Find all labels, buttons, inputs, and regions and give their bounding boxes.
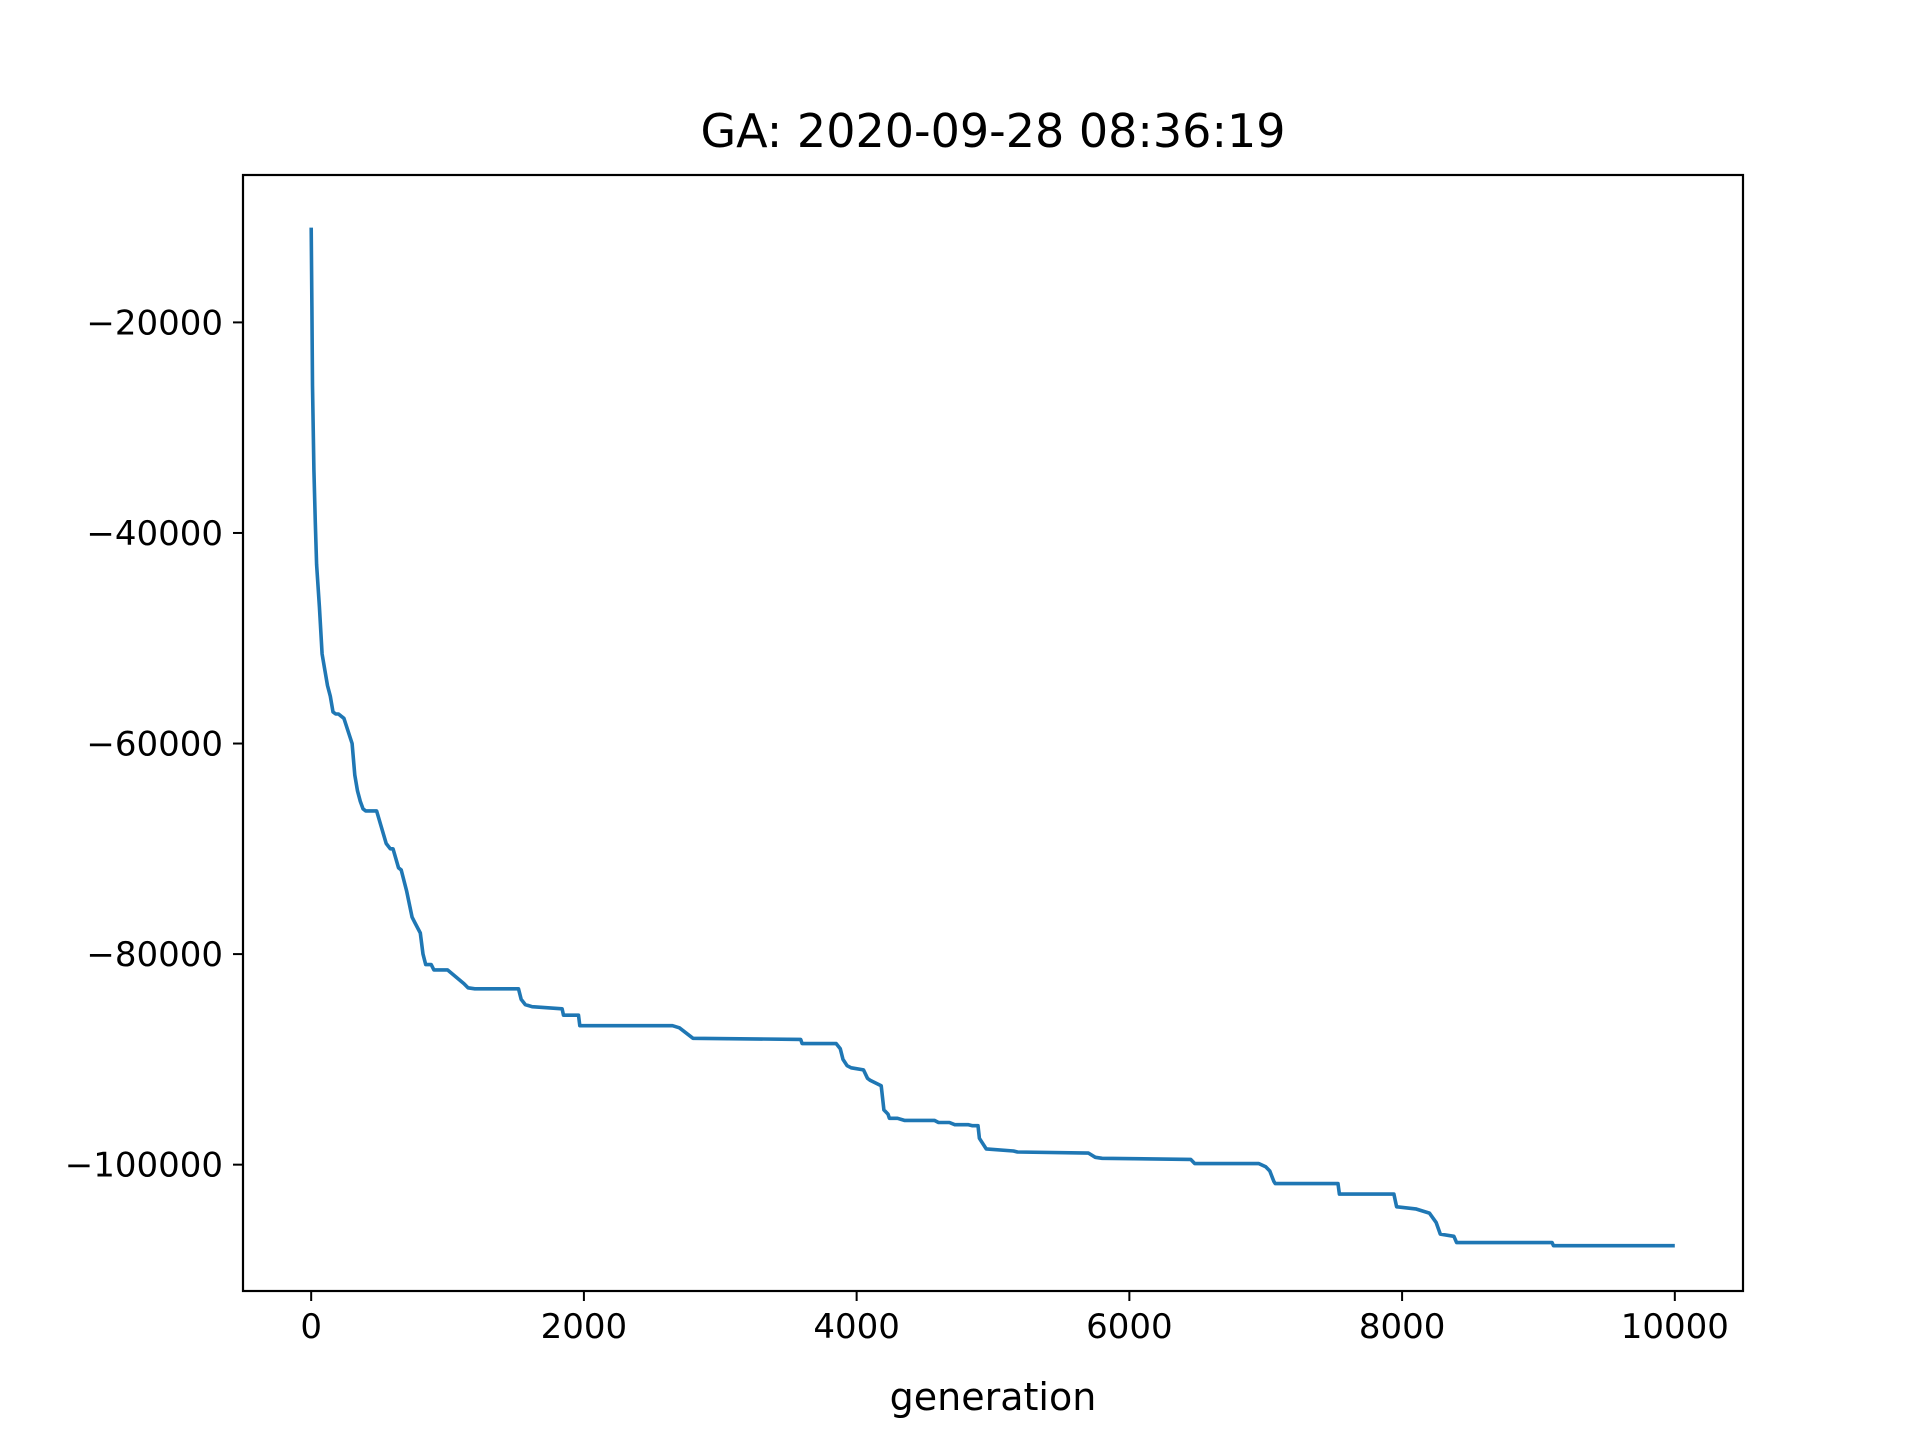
- y-tick-label: −40000: [86, 514, 223, 554]
- x-axis: 0 2000 4000 6000 8000 10000: [300, 1291, 1729, 1347]
- series-line-0: [309, 227, 1675, 1248]
- y-tick-label: −80000: [86, 935, 223, 975]
- y-tick-label: −100000: [65, 1146, 223, 1186]
- y-tick-label: −60000: [86, 725, 223, 765]
- x-tick-label: 2000: [541, 1307, 628, 1347]
- x-tick-label: 4000: [813, 1307, 900, 1347]
- x-tick-label: 0: [300, 1307, 322, 1347]
- plot-area-frame: [241, 173, 1745, 1293]
- y-tick-label: −20000: [86, 303, 223, 343]
- chart-title: GA: 2020-09-28 08:36:19: [701, 104, 1286, 158]
- x-tick-label: 8000: [1359, 1307, 1446, 1347]
- series-layer: [309, 227, 1675, 1248]
- x-tick-label: 6000: [1086, 1307, 1173, 1347]
- y-axis: −20000 −40000 −60000 −80000 −100000: [65, 303, 243, 1186]
- x-axis-label: generation: [890, 1375, 1097, 1419]
- x-tick-label: 10000: [1621, 1307, 1729, 1347]
